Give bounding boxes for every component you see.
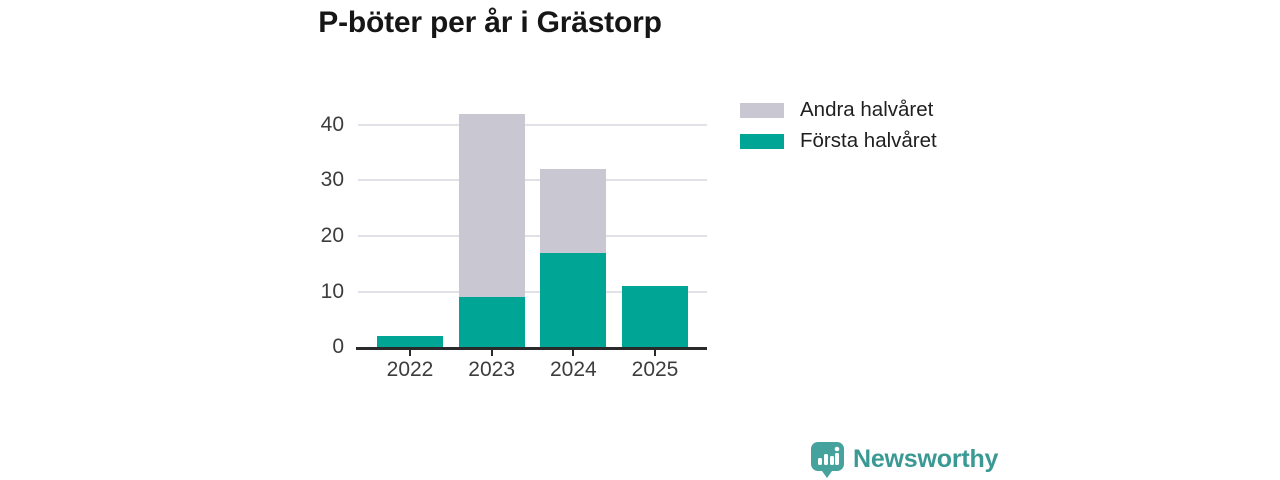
bar-segment-2023-andra-halv-ret: [458, 113, 525, 298]
gridline-y-10: [358, 290, 707, 293]
x-axis-tick-2025: [654, 349, 656, 356]
bar-segment-2024-andra-halv-ret: [540, 169, 607, 253]
y-tick-label-10: 10: [320, 279, 344, 303]
gridline-y-30: [358, 179, 707, 182]
plot-area: 0 10 20 30 40 2022 2023 2024 2025: [321, 100, 707, 381]
legend-item: Första halvåret: [740, 129, 937, 152]
y-tick-label-40: 40: [320, 112, 344, 136]
x-axis-tick-2022: [409, 349, 411, 356]
newsworthy-branding: Newsworthy: [810, 441, 998, 478]
bar-segment-2022-f-rsta-halv-ret: [377, 335, 443, 347]
gridline-y-20: [358, 235, 707, 237]
bar-segment-2023-f-rsta-halv-ret: [458, 297, 525, 347]
y-tick-label-0: 0: [332, 335, 344, 358]
newsworthy-logo-text: Newsworthy: [853, 445, 999, 473]
legend-swatch: [740, 102, 784, 118]
y-tick-label-30: 30: [320, 168, 344, 192]
legend-item-label: Andra halvåret: [800, 98, 934, 121]
x-tick-label-2022: 2022: [386, 358, 434, 381]
x-axis-line: [356, 347, 707, 350]
bar-segment-2024-f-rsta-halv-ret: [540, 252, 607, 347]
legend-item: Andra halvåret: [740, 98, 937, 121]
y-tick-label-20: 20: [320, 224, 344, 247]
gridline-y-40: [358, 123, 707, 126]
x-tick-label-2023: 2023: [468, 358, 516, 381]
x-axis-tick-2024: [572, 349, 575, 356]
bar-segment-2025-f-rsta-halv-ret: [622, 285, 688, 347]
legend: Andra halvåret Första halvåret: [740, 98, 937, 164]
chart-title: P-böter per år i Grästorp: [318, 6, 662, 39]
x-tick-label-2025: 2025: [631, 358, 679, 381]
x-tick-label-2024: 2024: [549, 358, 597, 381]
legend-swatch: [740, 133, 784, 149]
x-axis-tick-2023: [490, 349, 493, 356]
legend-item-label: Första halvåret: [800, 129, 937, 152]
newsworthy-logo-icon: [811, 442, 844, 478]
